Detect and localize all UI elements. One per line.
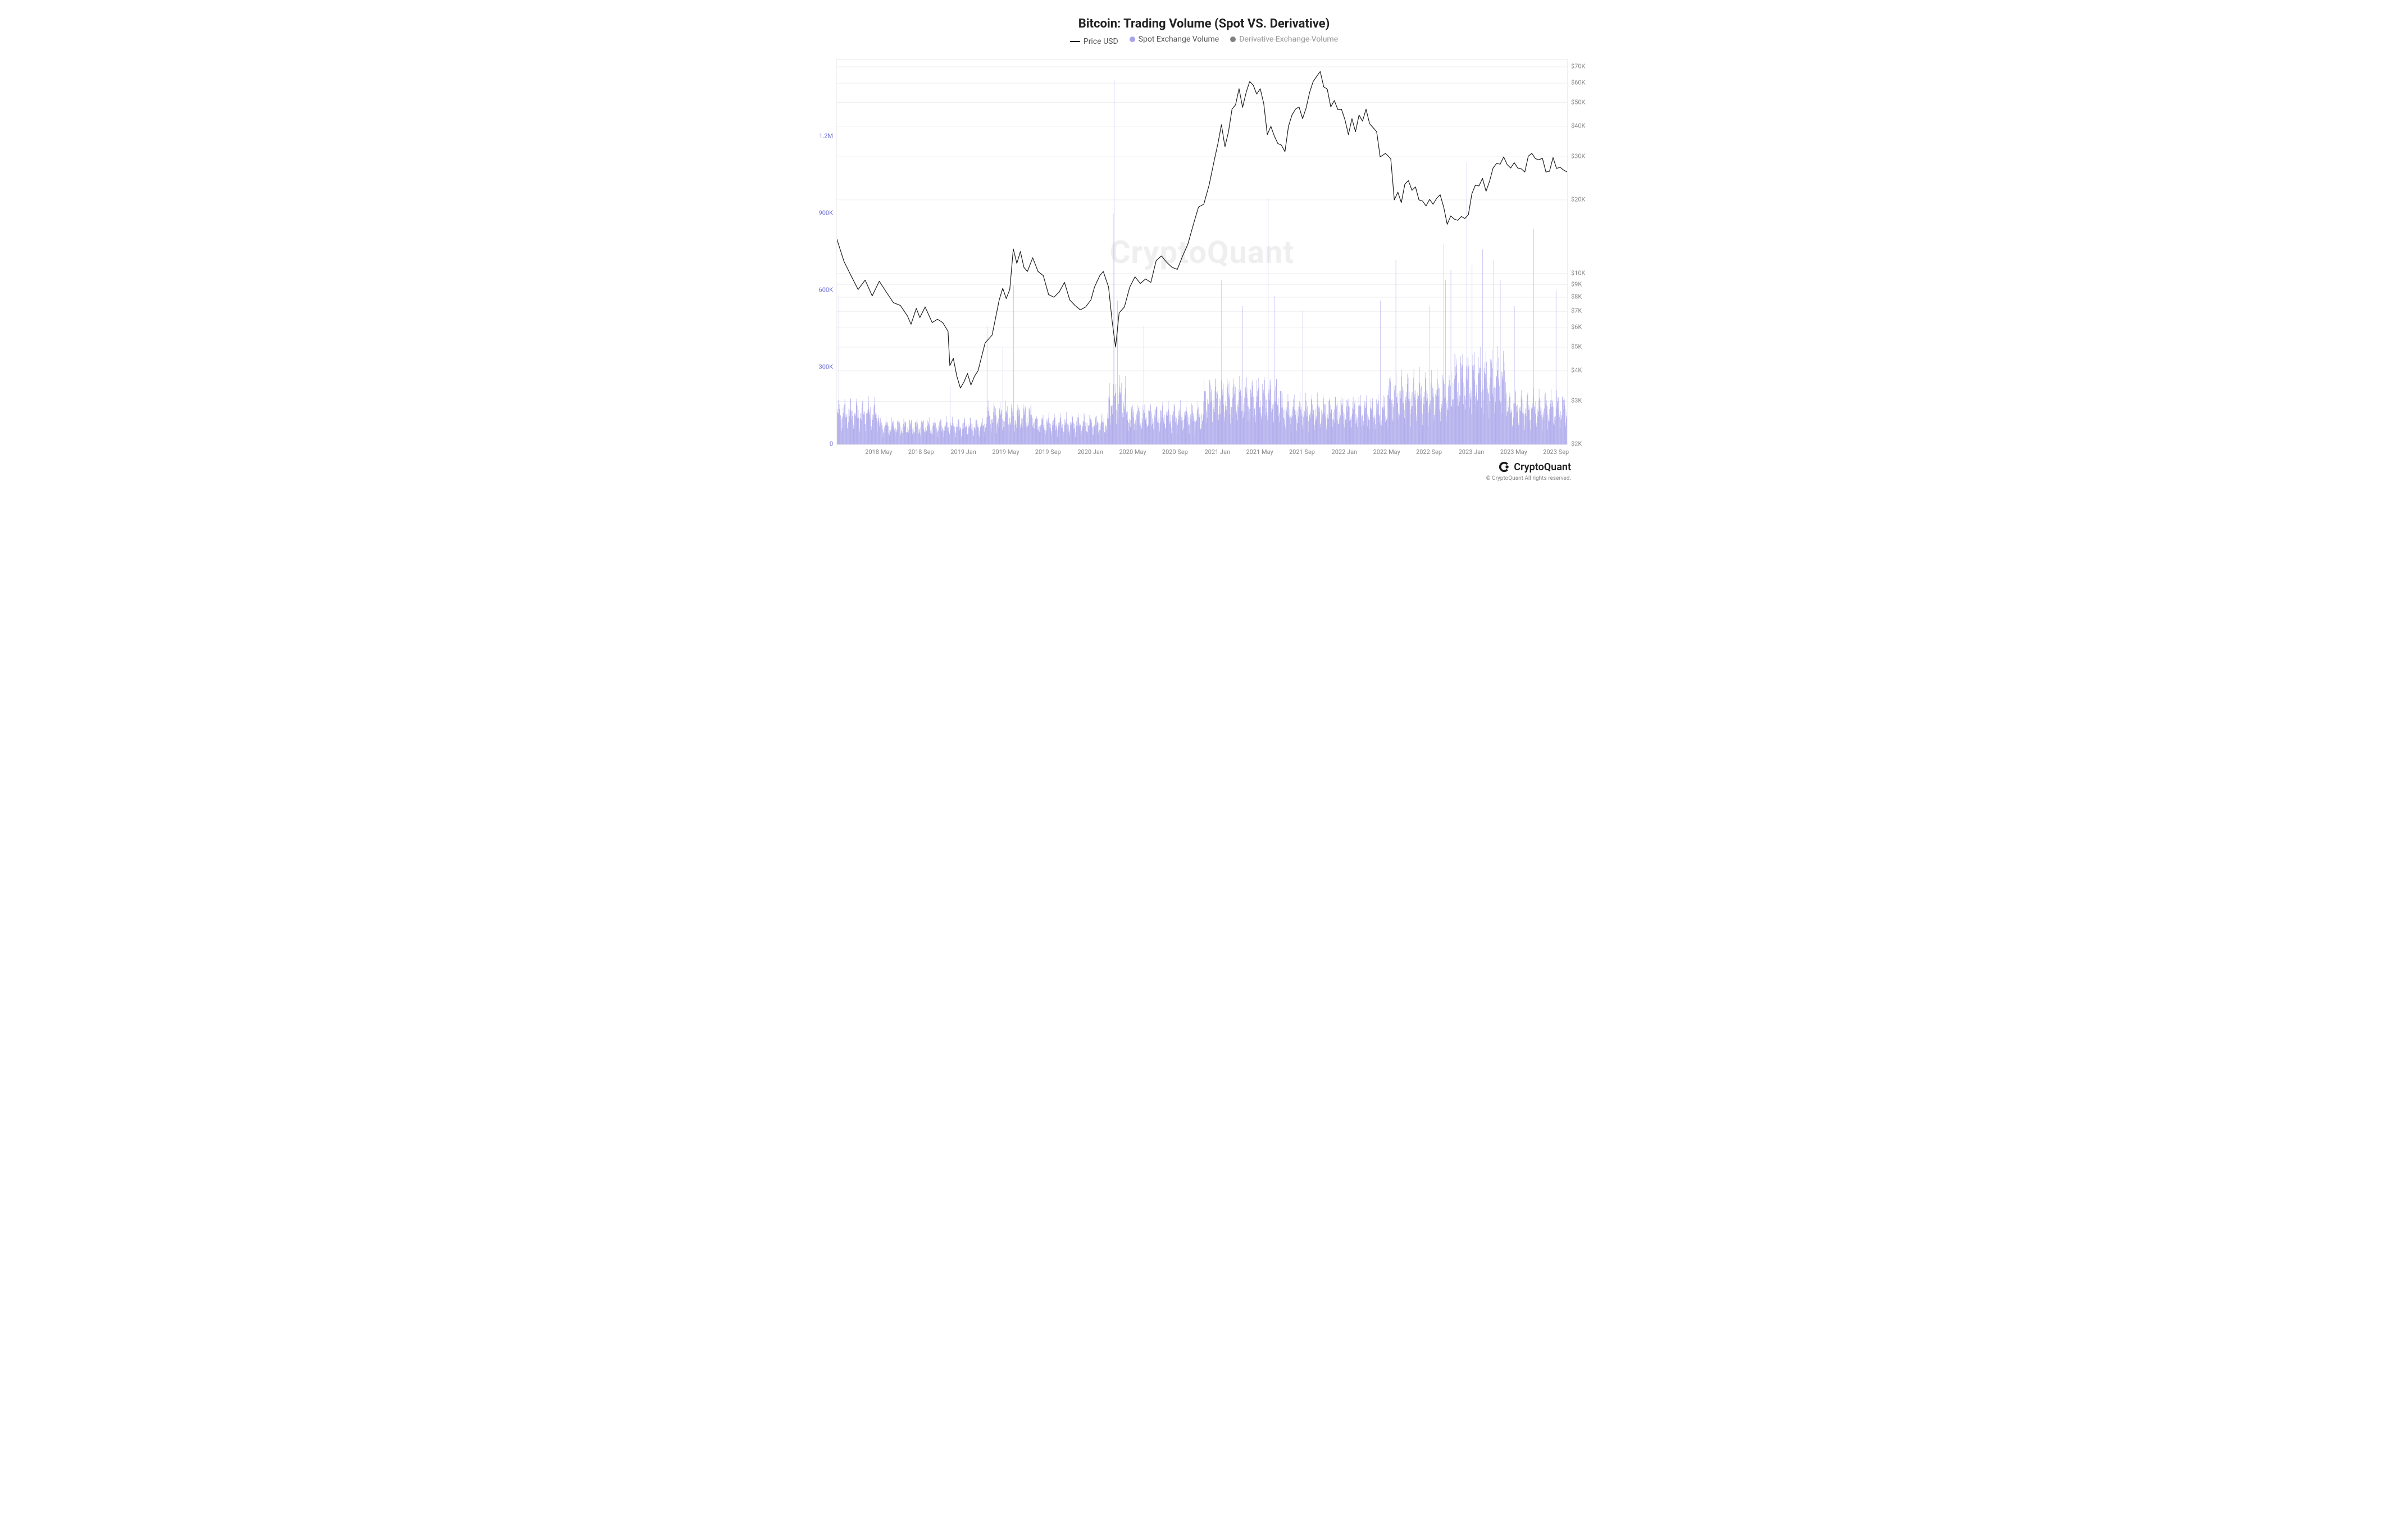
chart-container: Bitcoin: Trading Volume (Spot VS. Deriva… <box>803 0 1605 506</box>
y-right-tick: $10K <box>1571 269 1585 276</box>
y-right-tick: $7K <box>1571 307 1582 315</box>
legend-label: Spot Exchange Volume <box>1139 35 1219 44</box>
legend-item[interactable]: Derivative Exchange Volume <box>1230 35 1338 44</box>
y-left-tick: 600K <box>812 287 833 294</box>
y-right-tick: $60K <box>1571 79 1585 87</box>
y-left-tick: 900K <box>812 210 833 217</box>
legend: Price USD Spot Exchange Volume Derivative … <box>803 35 1605 46</box>
x-tick: 2020 Sep <box>1162 448 1188 456</box>
brand-name: CryptoQuant <box>1514 461 1571 473</box>
legend-label: Price USD <box>1084 37 1118 46</box>
x-tick: 2019 May <box>992 448 1019 456</box>
copyright: © CryptoQuant All rights reserved. <box>1486 475 1571 482</box>
y-right-tick: $30K <box>1571 153 1585 160</box>
plot-area: CryptoQuant <box>836 59 1568 445</box>
y-right-tick: $70K <box>1571 63 1585 70</box>
x-tick: 2021 Sep <box>1289 448 1315 456</box>
x-tick: 2019 Sep <box>1035 448 1061 456</box>
y-right-tick: $20K <box>1571 196 1585 203</box>
x-tick: 2022 Jan <box>1332 448 1358 456</box>
y-right-tick: $40K <box>1571 122 1585 129</box>
x-tick: 2021 May <box>1246 448 1273 456</box>
x-tick: 2023 Jan <box>1459 448 1485 456</box>
price-line <box>837 71 1567 388</box>
y-left-tick: 300K <box>812 364 833 371</box>
y-left-tick: 0 <box>812 440 833 448</box>
y-right-tick: $6K <box>1571 324 1582 331</box>
legend-label: Derivative Exchange Volume <box>1239 35 1338 44</box>
y-right-tick: $3K <box>1571 397 1582 405</box>
legend-item[interactable]: Spot Exchange Volume <box>1130 35 1219 44</box>
y-right-tick: $5K <box>1571 343 1582 350</box>
x-tick: 2020 May <box>1119 448 1146 456</box>
x-tick: 2018 Sep <box>908 448 934 456</box>
chart-title: Bitcoin: Trading Volume (Spot VS. Deriva… <box>803 17 1605 31</box>
x-tick: 2022 Sep <box>1416 448 1442 456</box>
y-right-tick: $9K <box>1571 280 1582 288</box>
legend-item[interactable]: Price USD <box>1070 37 1118 46</box>
x-tick: 2019 Jan <box>950 448 976 456</box>
x-tick: 2018 May <box>865 448 892 456</box>
legend-swatch <box>1230 37 1236 42</box>
x-tick: 2023 Sep <box>1543 448 1569 456</box>
brand-logo-icon <box>1498 461 1510 473</box>
x-tick: 2023 May <box>1500 448 1527 456</box>
chart-svg <box>837 60 1567 444</box>
y-right-tick: $2K <box>1571 440 1582 448</box>
legend-swatch <box>1130 37 1135 42</box>
y-right-tick: $8K <box>1571 293 1582 300</box>
volume-bars <box>837 80 1567 444</box>
y-right-tick: $50K <box>1571 98 1585 106</box>
x-tick: 2020 Jan <box>1077 448 1103 456</box>
x-tick: 2022 May <box>1373 448 1400 456</box>
y-left-tick: 1.2M <box>812 133 833 140</box>
brand-logo: CryptoQuant <box>1498 461 1571 473</box>
y-right-tick: $4K <box>1571 366 1582 374</box>
x-tick: 2021 Jan <box>1204 448 1230 456</box>
legend-swatch <box>1070 41 1080 42</box>
